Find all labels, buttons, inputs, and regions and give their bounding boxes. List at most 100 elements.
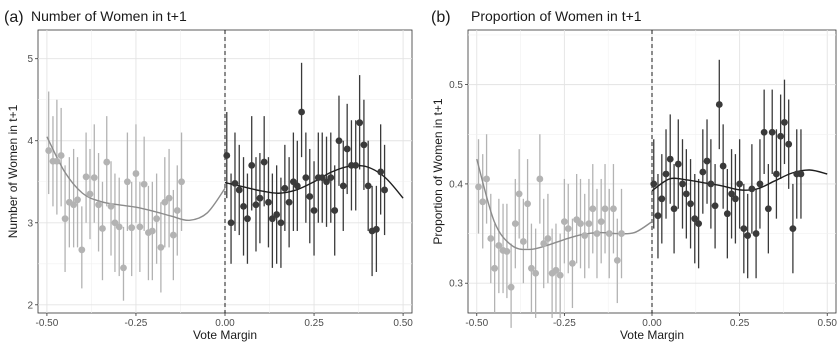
panel-a-point: [132, 170, 140, 177]
panel-a-point: [128, 224, 136, 232]
panel-b-point: [532, 269, 540, 277]
panel-b-point: [560, 218, 568, 226]
panel-a-y-tick-label: 2: [27, 300, 33, 311]
panel-a-point: [306, 193, 314, 200]
panel-a-point: [293, 182, 301, 190]
panel-b-point: [495, 242, 503, 249]
panel-b-title: Proportion of Women in t+1: [471, 8, 642, 24]
panel-a-point: [153, 215, 161, 223]
panel-a-point: [273, 211, 281, 218]
panel-a: (a) Number of Women in t+1 -0.50 -0.25 0.0…: [4, 8, 413, 342]
panel-b-point: [736, 180, 744, 188]
panel-a-point: [235, 186, 243, 194]
panel-a-point: [86, 190, 94, 198]
panel-b-point: [674, 160, 682, 168]
panel-a-x-tick-label: -0.50: [36, 318, 59, 329]
panel-b-point: [699, 168, 707, 176]
panel-a-point: [327, 174, 335, 182]
panel-a-point: [78, 246, 86, 254]
panel-a-tag: (a): [4, 9, 24, 26]
panel-b-point: [752, 230, 760, 237]
panel-b-point: [597, 218, 605, 226]
panel-b-point: [728, 190, 735, 198]
panel-b-point: [491, 264, 499, 272]
panel-b-point: [511, 220, 519, 228]
panel-b-point: [740, 225, 748, 232]
panel-b-point: [715, 101, 723, 108]
panel-a-point: [124, 178, 131, 186]
panel-b-point: [764, 205, 772, 213]
panel-b-point: [777, 132, 785, 140]
panel-b-tag: (b): [431, 9, 451, 26]
panel-b-point: [748, 185, 756, 193]
panel-b-y-axis-title: Proportion of Women in t+1: [431, 98, 445, 245]
panel-a-point: [256, 194, 264, 202]
panel-a-point: [360, 141, 368, 149]
panel-b-point: [650, 180, 658, 188]
panel-b-point: [605, 230, 613, 237]
panel-a-points: [45, 108, 388, 272]
panel-a-point: [335, 137, 343, 145]
panel-a-point: [169, 231, 177, 239]
panel-b-point: [613, 256, 621, 264]
panel-a-x-ticks: -0.50 -0.25 0.00 0.25 0.50: [36, 313, 413, 329]
panel-b-point: [707, 180, 715, 188]
panel-b-point: [552, 266, 560, 274]
panel-a-y-tick-label: 5: [27, 54, 33, 65]
panel-b-point: [773, 170, 780, 178]
panel-b-point: [658, 195, 666, 203]
panel-b-point: [679, 180, 686, 188]
panel-b-point: [781, 118, 788, 126]
panel-b-point: [768, 128, 776, 136]
panel-a-point: [74, 196, 81, 204]
panel-a-point: [53, 157, 61, 165]
panel-b-x-tick-label: -0.50: [465, 318, 488, 329]
panel-b-point: [662, 170, 670, 178]
panel-b-point: [703, 157, 711, 165]
panel-a-fit-right: [224, 164, 404, 199]
panel-b-point: [723, 210, 731, 218]
panel-a-point: [61, 215, 69, 223]
panel-b-point: [487, 235, 495, 242]
panel-b-point: [654, 212, 662, 220]
panel-a-point: [248, 161, 256, 169]
panel-b-point: [687, 200, 694, 208]
panel-b-point: [507, 283, 515, 291]
panel-b-x-axis-title: Vote Margin: [620, 328, 684, 342]
panel-a-title: Number of Women in t+1: [31, 8, 187, 24]
panel-a-y-tick-label: 4: [27, 136, 33, 147]
panel-a-point: [285, 198, 293, 206]
panel-a-point: [323, 178, 330, 186]
panel-a-point: [95, 201, 102, 209]
panel-a-point: [277, 219, 285, 227]
panel-b-y-tick-label: 0.3: [449, 279, 463, 290]
panel-a-point: [252, 201, 260, 209]
panel-b-point: [756, 180, 764, 188]
panel-a-point: [310, 207, 318, 214]
panel-b-point: [682, 190, 690, 198]
panel-a-y-tick-label: 3: [27, 218, 33, 229]
panel-a-point: [265, 198, 272, 206]
panel-a-point: [281, 184, 289, 192]
panel-a-point: [99, 225, 106, 232]
panel-a-point: [318, 174, 326, 182]
panel-b-point: [760, 128, 768, 136]
panel-b-point: [789, 225, 797, 232]
panel-a-point: [223, 152, 231, 159]
panel-b-point: [785, 140, 793, 148]
panel-b-point: [610, 205, 617, 213]
panel-b-y-tick-label: 0.4: [449, 179, 463, 190]
panel-a-y-axis-title: Number of Women in t+1: [6, 104, 20, 238]
panel-a-point: [90, 174, 98, 182]
panel-b-point: [524, 200, 531, 208]
panel-b: (b) Proportion of Women in t+1 -0.50 -0.2…: [431, 8, 837, 342]
panel-a-point: [231, 179, 239, 187]
panel-a-point: [339, 182, 347, 190]
panel-b-point: [670, 205, 678, 213]
panel-b-point: [589, 205, 597, 213]
panel-b-x-tick-label: 0.50: [818, 318, 838, 329]
panel-a-point: [136, 223, 144, 231]
panel-a-point: [260, 158, 268, 166]
panel-b-point: [601, 205, 609, 213]
